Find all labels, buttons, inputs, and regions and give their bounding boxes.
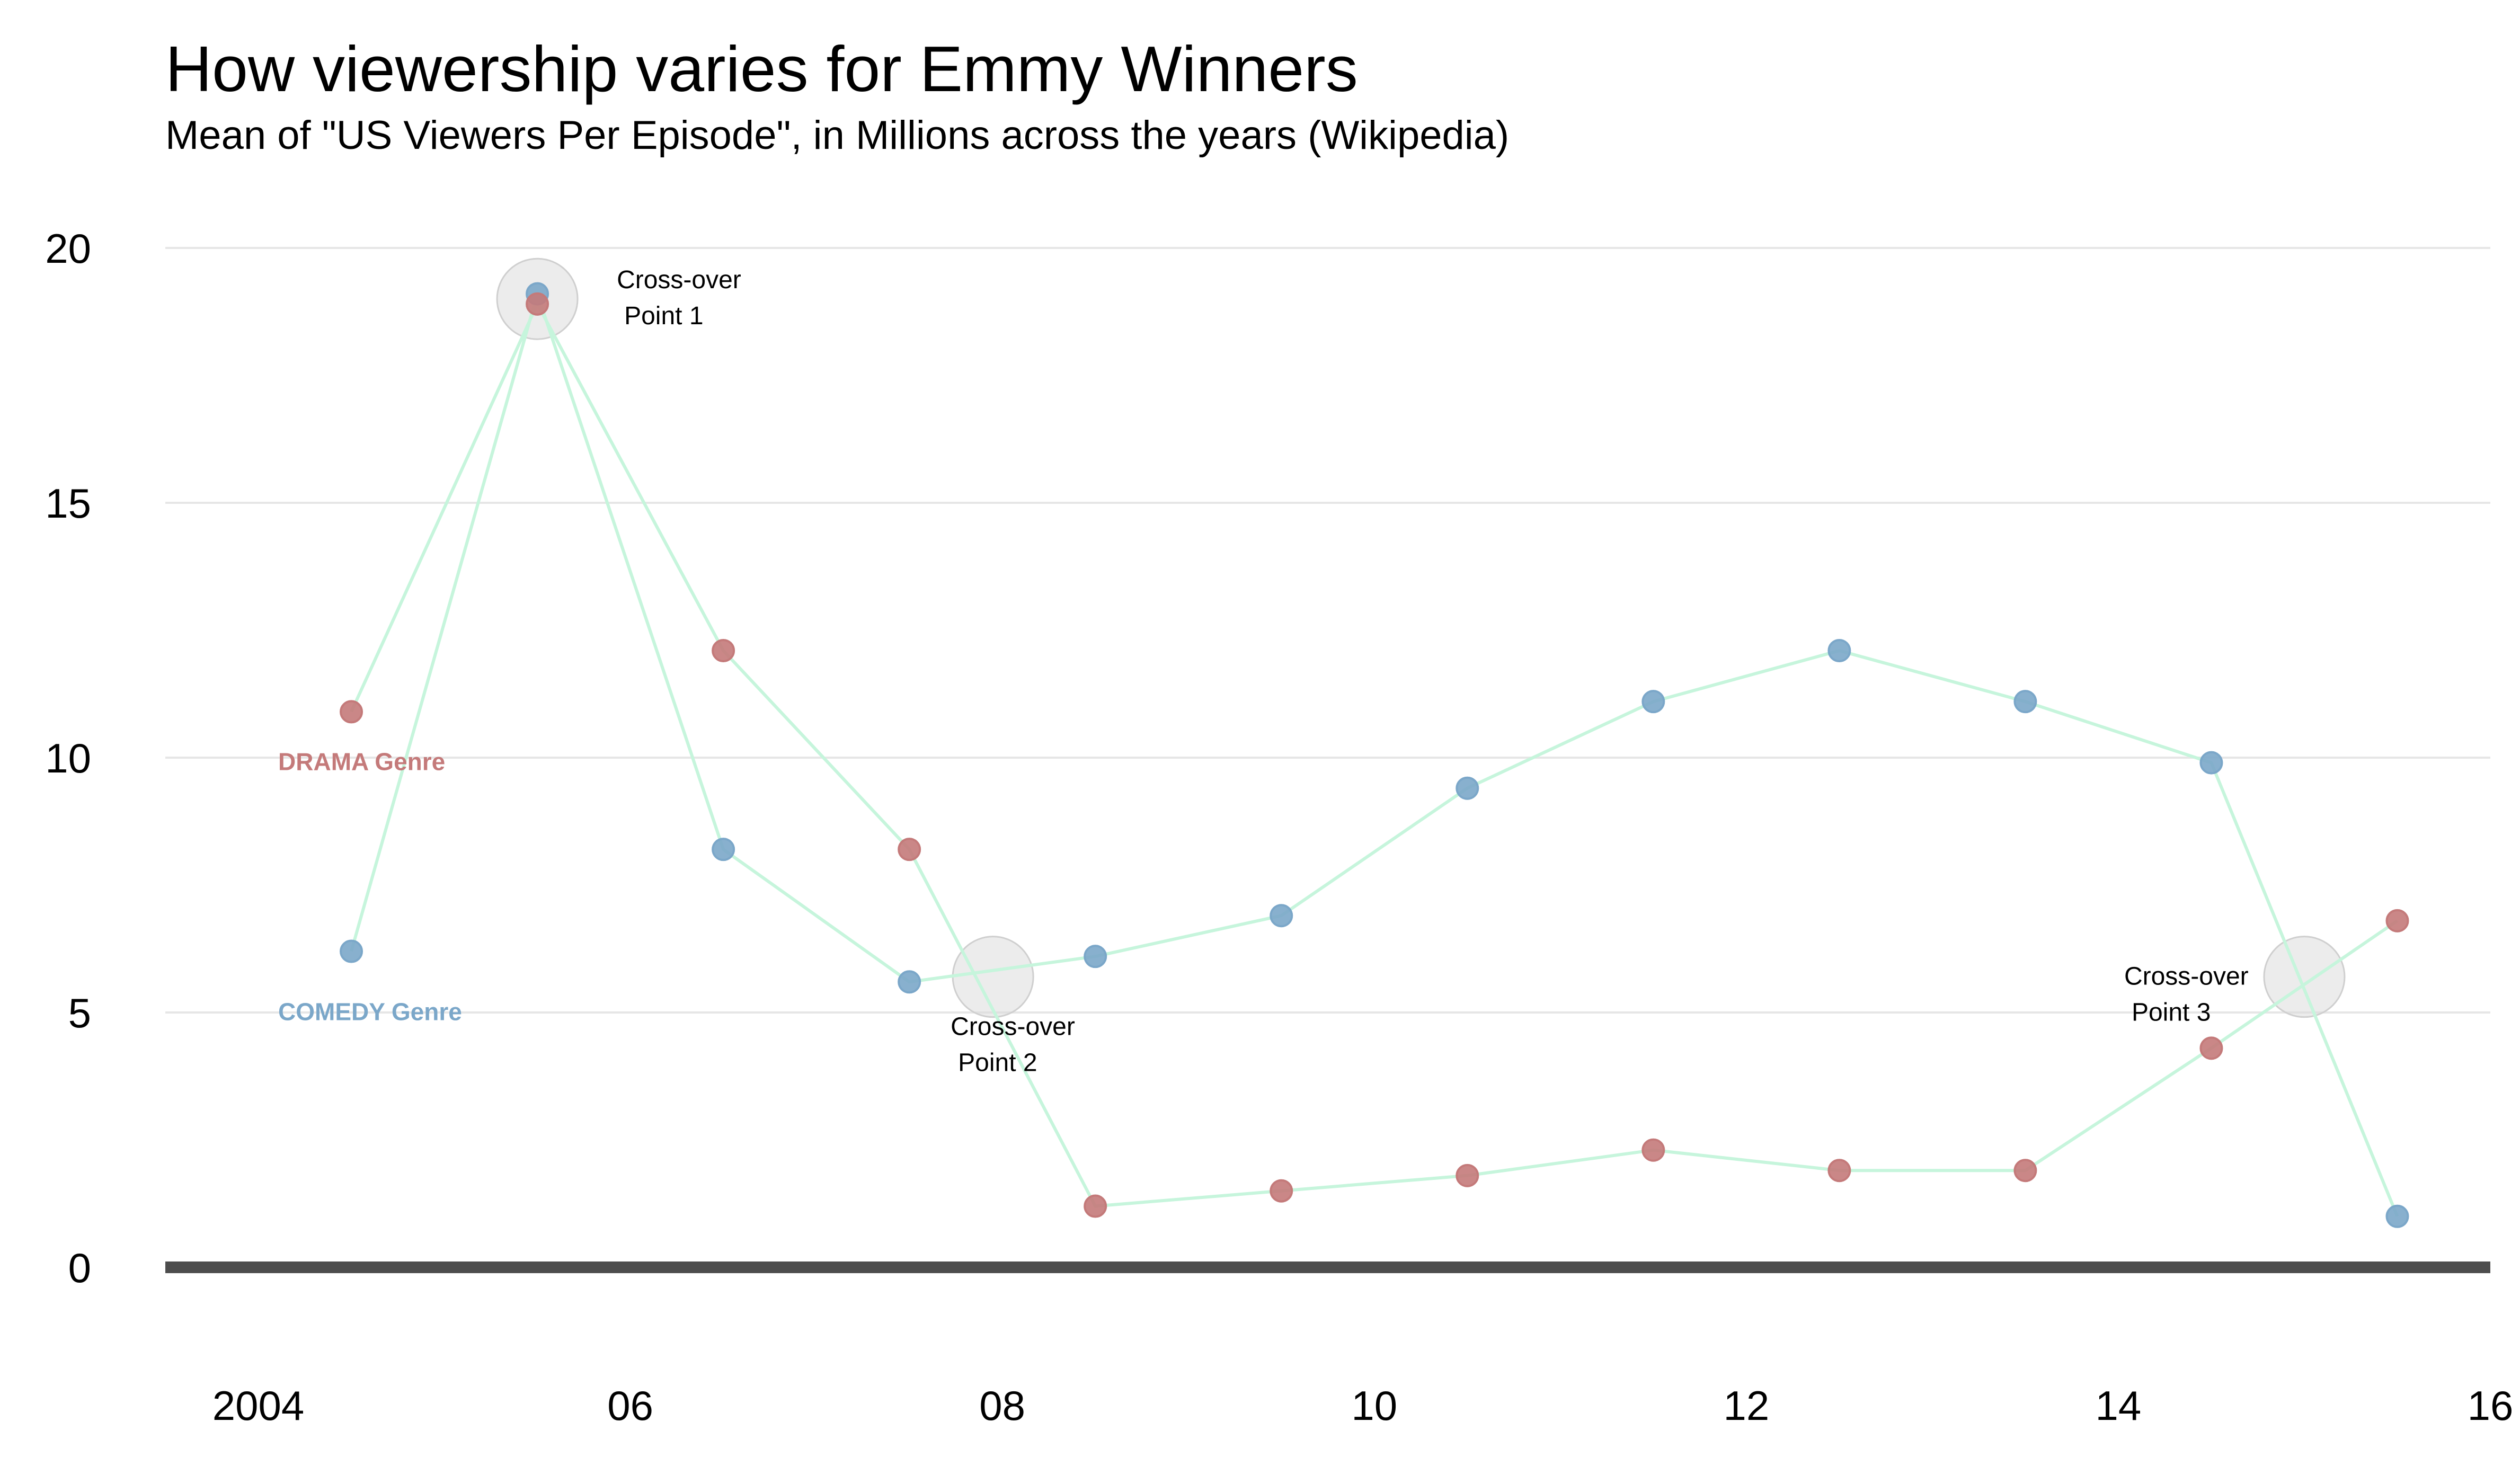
data-point (2385, 1204, 2409, 1228)
y-axis-ticks: 0 5 10 15 20 (45, 225, 91, 1291)
x-tick-label: 14 (2096, 1382, 2142, 1429)
series-label: COMEDY Genre (278, 998, 462, 1026)
data-points (340, 282, 2409, 1228)
data-point (2385, 909, 2409, 932)
gridlines (165, 247, 2490, 1014)
annotations: Cross-over Point 1 Cross-over Point 2 Cross-… (617, 266, 2249, 1077)
x-tick-label: 06 (607, 1382, 653, 1429)
series-labels: DRAMA Genre COMEDY Genre (278, 748, 462, 1025)
y-tick-label: 15 (45, 480, 91, 527)
series-lines (350, 292, 2399, 1217)
x-axis-ticks: 2004 06 08 10 12 14 16 (212, 1382, 2514, 1429)
data-point (2013, 690, 2037, 714)
data-point (1827, 1159, 1851, 1183)
y-tick-label: 0 (68, 1245, 91, 1291)
data-point (340, 700, 363, 724)
data-point (2199, 751, 2223, 775)
data-point (1456, 1163, 1479, 1187)
data-point (2199, 1036, 2223, 1060)
annotation-line: Point 3 (2132, 999, 2211, 1027)
data-point (898, 970, 921, 994)
data-point (1084, 945, 1107, 969)
data-point (1456, 776, 1479, 800)
data-point (1827, 638, 1851, 662)
data-point (1641, 690, 1665, 714)
chart-subtitle: Mean of "US Viewers Per Episode", in Mil… (165, 113, 1510, 158)
crossover-highlight (952, 936, 1034, 1018)
y-tick-label: 5 (68, 990, 91, 1036)
x-tick-label: 10 (1351, 1382, 1397, 1429)
data-point (1270, 904, 1293, 928)
data-point (1084, 1194, 1107, 1218)
data-point (340, 939, 363, 963)
data-point (712, 838, 735, 861)
annotation-line: Cross-over (617, 266, 741, 294)
data-point (1270, 1179, 1293, 1203)
data-point (1641, 1138, 1665, 1162)
data-point (712, 638, 735, 662)
annotation-line: Cross-over (2124, 963, 2249, 991)
annotation-line: Point 1 (624, 302, 703, 330)
data-point (2013, 1159, 2037, 1183)
y-tick-label: 20 (45, 225, 91, 272)
x-tick-label: 2004 (212, 1382, 305, 1429)
annotation-line: Cross-over (951, 1013, 1075, 1041)
chart-title: How viewership varies for Emmy Winners (165, 33, 1358, 105)
x-tick-label: 12 (1723, 1382, 1769, 1429)
annotation-line: Point 2 (958, 1049, 1037, 1077)
series-line (350, 302, 2399, 1208)
data-point (898, 838, 921, 861)
x-tick-label: 08 (979, 1382, 1025, 1429)
series-line (350, 292, 2399, 1217)
series-label: DRAMA Genre (278, 748, 445, 775)
x-tick-label: 16 (2468, 1382, 2514, 1429)
y-tick-label: 10 (45, 735, 91, 781)
crossover-highlights (496, 257, 2346, 1018)
data-point (526, 292, 549, 316)
